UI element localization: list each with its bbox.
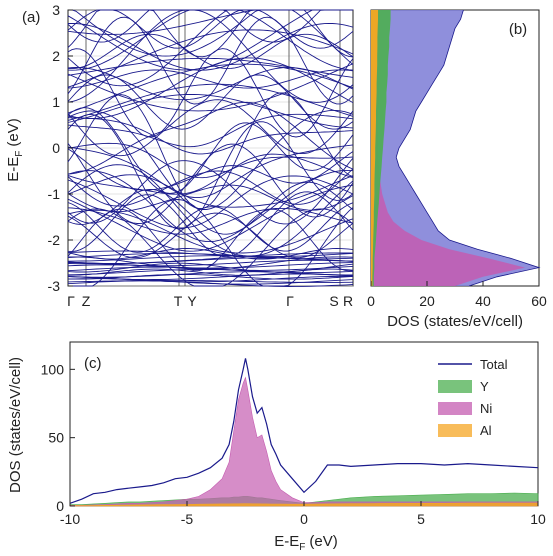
band-line bbox=[68, 274, 354, 280]
dos-vertical-panel: 0 20 40 60 (b) DOS (states/eV/cell) bbox=[367, 9, 547, 330]
band-line bbox=[67, 259, 354, 267]
band-line bbox=[67, 191, 354, 258]
band-line bbox=[67, 9, 353, 71]
band-line bbox=[67, 169, 354, 243]
kpoint-label: Γ bbox=[286, 293, 294, 309]
band-line bbox=[67, 9, 354, 103]
dos-c-x-axis-label: E-EF (eV) bbox=[274, 533, 337, 553]
band-line bbox=[67, 142, 354, 179]
band-line bbox=[67, 9, 353, 43]
dos-b-total-line bbox=[395, 9, 541, 287]
dos-c-y-axis-label: DOS (states/eV/cell) bbox=[7, 357, 24, 493]
panel-b-label: (b) bbox=[509, 21, 527, 38]
band-y-tick-label: 1 bbox=[52, 94, 60, 110]
dos-c-x-tick-label: -10 bbox=[60, 511, 80, 527]
band-y-tick-label: -1 bbox=[48, 186, 61, 202]
panel-c-label: (c) bbox=[84, 355, 102, 372]
dos-c-y-tick-label: 0 bbox=[56, 498, 64, 514]
band-y-tick-label: -2 bbox=[48, 232, 61, 248]
dos-b-x-tick-label: 60 bbox=[531, 293, 547, 309]
band-line bbox=[67, 202, 354, 253]
dos-b-ni-area bbox=[371, 10, 525, 286]
band-line bbox=[67, 99, 354, 157]
band-line bbox=[67, 255, 354, 262]
band-line bbox=[68, 9, 353, 57]
dos-b-x-tick-label: 0 bbox=[367, 293, 375, 309]
band-line bbox=[67, 57, 354, 78]
band-line bbox=[67, 16, 354, 105]
band-y-tick-label: -3 bbox=[48, 278, 61, 294]
legend-label: Y bbox=[480, 379, 489, 394]
band-line bbox=[67, 9, 354, 49]
dos-c-y-tick-label: 50 bbox=[48, 430, 64, 446]
band-line bbox=[67, 207, 354, 235]
band-line bbox=[67, 107, 354, 194]
dos-b-x-tick-label: 40 bbox=[475, 293, 491, 309]
band-line bbox=[67, 175, 354, 229]
band-line bbox=[67, 148, 354, 191]
dos-c-ni-area bbox=[69, 376, 539, 507]
band-line bbox=[67, 184, 354, 252]
dos-c-x-tick-label: -5 bbox=[181, 511, 194, 527]
band-y-ticks: -3 -2 -1 0 1 2 3 bbox=[48, 2, 73, 294]
dos-c-total-line bbox=[69, 358, 539, 504]
dos-b-x-axis-label: DOS (states/eV/cell) bbox=[387, 313, 523, 330]
dos-b-total-area bbox=[371, 10, 539, 286]
band-line bbox=[67, 250, 354, 258]
legend-label: Ni bbox=[480, 401, 492, 416]
dos-c-x-tick-label: 10 bbox=[530, 511, 546, 527]
band-line bbox=[67, 144, 354, 199]
band-line bbox=[67, 22, 354, 71]
band-line bbox=[67, 114, 354, 230]
band-line bbox=[67, 208, 354, 272]
kpoint-label: R bbox=[343, 293, 353, 309]
kpoint-label: T bbox=[174, 293, 183, 309]
panel-a-label: (a) bbox=[22, 9, 40, 26]
dos-b-x-ticks: 0 20 40 60 bbox=[367, 281, 547, 309]
dos-b-areas bbox=[371, 9, 541, 287]
kpoint-label: S bbox=[329, 293, 338, 309]
kpoint-label: Γ bbox=[67, 293, 75, 309]
band-line bbox=[67, 9, 354, 58]
legend-label: Al bbox=[480, 423, 492, 438]
band-y-axis-label: E-EF(eV) bbox=[5, 118, 25, 181]
dos-b-al-area bbox=[371, 10, 378, 286]
band-y-tick-label: 2 bbox=[52, 48, 60, 64]
kpoint-label: Z bbox=[82, 293, 91, 309]
band-line bbox=[67, 63, 354, 112]
band-line bbox=[67, 33, 354, 70]
band-line bbox=[67, 93, 354, 129]
legend-swatch-ni bbox=[438, 402, 472, 415]
kpoint-label: Y bbox=[187, 293, 197, 309]
band-y-tick-label: 0 bbox=[52, 140, 60, 156]
band-line bbox=[67, 168, 354, 207]
band-line bbox=[67, 143, 354, 224]
band-line bbox=[67, 208, 354, 287]
legend-swatch-y bbox=[438, 380, 472, 393]
band-lines bbox=[67, 9, 354, 287]
band-line bbox=[67, 29, 354, 88]
band-line bbox=[67, 9, 354, 87]
dos-b-x-tick-label: 20 bbox=[419, 293, 435, 309]
band-line bbox=[67, 153, 354, 195]
band-line bbox=[67, 113, 354, 148]
band-line bbox=[67, 69, 354, 89]
legend-label: Total bbox=[480, 357, 508, 372]
band-line bbox=[67, 164, 354, 257]
band-y-tick-label: 3 bbox=[52, 2, 60, 18]
dos-c-x-tick-label: 0 bbox=[300, 511, 308, 527]
dos-c-x-tick-label: 5 bbox=[417, 511, 425, 527]
band-line bbox=[67, 181, 354, 235]
band-line bbox=[67, 109, 354, 210]
band-line bbox=[67, 174, 354, 208]
dos-c-y-tick-label: 100 bbox=[41, 361, 65, 377]
dos-c-legend: Total Y Ni Al bbox=[438, 357, 508, 438]
legend-swatch-al bbox=[438, 424, 472, 437]
